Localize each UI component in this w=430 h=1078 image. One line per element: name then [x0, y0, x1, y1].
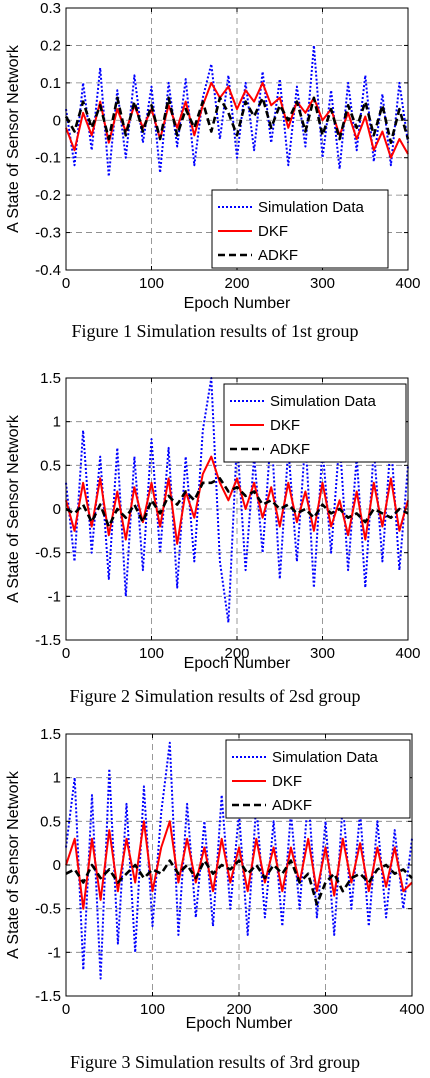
y-tick-label: 0.1 — [40, 75, 61, 92]
y-tick-label: 1.5 — [40, 726, 61, 743]
y-tick-label: 0 — [53, 501, 61, 518]
x-tick-label: 300 — [310, 645, 335, 662]
series-line-adkf — [65, 477, 409, 528]
legend-entry: ADKF — [270, 441, 310, 458]
y-tick-label: 1 — [53, 770, 61, 787]
x-tick-label: 200 — [226, 1001, 251, 1018]
y-tick-label: 1.5 — [40, 370, 61, 387]
line-chart-1: 0 100 200 300 400 -0.4 -0.3 -0.2 -0.1 0 0.1 0.2 0.3 E… — [5, 0, 421, 312]
x-tick-label: 200 — [224, 275, 249, 292]
chart-panel-2: 0 100 200 300 400 -1.5 -1 -0.5 0 0.5 1 1.5 Epoch Num… — [0, 362, 430, 718]
x-tick-label: 0 — [62, 645, 70, 662]
y-tick-label: -1 — [48, 944, 61, 961]
y-tick-label: -1 — [48, 588, 61, 605]
series-line-dkf — [65, 820, 413, 910]
series-line-dkf — [65, 455, 409, 545]
x-tick-label: 400 — [399, 1001, 424, 1018]
legend-entry: ADKF — [272, 797, 312, 814]
x-tick-label: 400 — [395, 645, 420, 662]
figure-caption-3: Figure 3 Simulation results of 3rd group — [70, 1052, 360, 1072]
chart-panel-1: 0 100 200 300 400 -0.4 -0.3 -0.2 -0.1 0 0.1 0.2 0.3 E… — [0, 0, 430, 362]
y-tick-label: 0.5 — [40, 457, 61, 474]
y-axis-label: A State of Sensor Network — [5, 770, 22, 959]
y-tick-label: 0.3 — [40, 0, 61, 17]
series-line-adkf — [65, 859, 413, 906]
legend-entry: DKF — [272, 773, 302, 790]
y-axis-label: A State of Sensor Network — [5, 44, 22, 233]
line-chart-2: 0 100 200 300 400 -1.5 -1 -0.5 0 0.5 1 1.5 Epoch Num… — [5, 370, 421, 672]
legend: Simulation Data DKF ADKF — [211, 189, 389, 269]
legend-entry: Simulation Data — [272, 749, 379, 766]
y-tick-label: -0.2 — [35, 187, 61, 204]
x-axis-label: Epoch Number — [186, 1015, 293, 1032]
legend-entry: Simulation Data — [270, 393, 377, 410]
x-axis-label: Epoch Number — [184, 295, 291, 312]
y-tick-label: -0.1 — [35, 150, 61, 167]
legend-entry: DKF — [258, 223, 288, 240]
y-tick-label: -0.4 — [35, 262, 61, 279]
y-axis-label: A State of Sensor Network — [5, 414, 22, 603]
chart-panel-3: 0 100 200 300 400 -1.5 -1 -0.5 0 0.5 1 1.5 Epoch Num… — [0, 718, 430, 1078]
y-tick-label: 0.5 — [40, 813, 61, 830]
y-tick-label: 0.2 — [40, 37, 61, 54]
x-tick-label: 100 — [139, 275, 164, 292]
y-tick-label: 0 — [53, 857, 61, 874]
legend-entry: Simulation Data — [258, 199, 365, 216]
x-axis-label: Epoch Number — [184, 655, 291, 672]
x-tick-label: 100 — [140, 1001, 165, 1018]
figure-caption-2: Figure 2 Simulation results of 2sd group — [69, 686, 361, 706]
legend-entry: DKF — [270, 417, 300, 434]
series-line-simulation-data — [65, 44, 409, 178]
y-tick-label: -1.5 — [35, 632, 61, 649]
y-tick-label: 0 — [53, 112, 61, 129]
x-tick-label: 400 — [395, 275, 420, 292]
x-tick-label: 100 — [139, 645, 164, 662]
x-tick-label: 300 — [310, 275, 335, 292]
x-tick-label: 0 — [62, 1001, 70, 1018]
y-tick-label: -0.3 — [35, 225, 61, 242]
y-tick-label: -0.5 — [35, 901, 61, 918]
x-tick-label: 300 — [313, 1001, 338, 1018]
x-tick-label: 200 — [224, 645, 249, 662]
y-tick-label: 1 — [53, 414, 61, 431]
x-tick-label: 0 — [62, 275, 70, 292]
line-chart-3: 0 100 200 300 400 -1.5 -1 -0.5 0 0.5 1 1.5 Epoch Num… — [5, 726, 425, 1032]
legend: Simulation Data DKF ADKF — [223, 383, 407, 463]
y-tick-label: -0.5 — [35, 545, 61, 562]
series-line-adkf — [64, 96, 410, 144]
figure-caption-1: Figure 1 Simulation results of 1st group — [71, 321, 359, 341]
legend: Simulation Data DKF ADKF — [225, 739, 411, 819]
y-tick-label: -1.5 — [35, 988, 61, 1005]
legend-entry: ADKF — [258, 247, 298, 264]
